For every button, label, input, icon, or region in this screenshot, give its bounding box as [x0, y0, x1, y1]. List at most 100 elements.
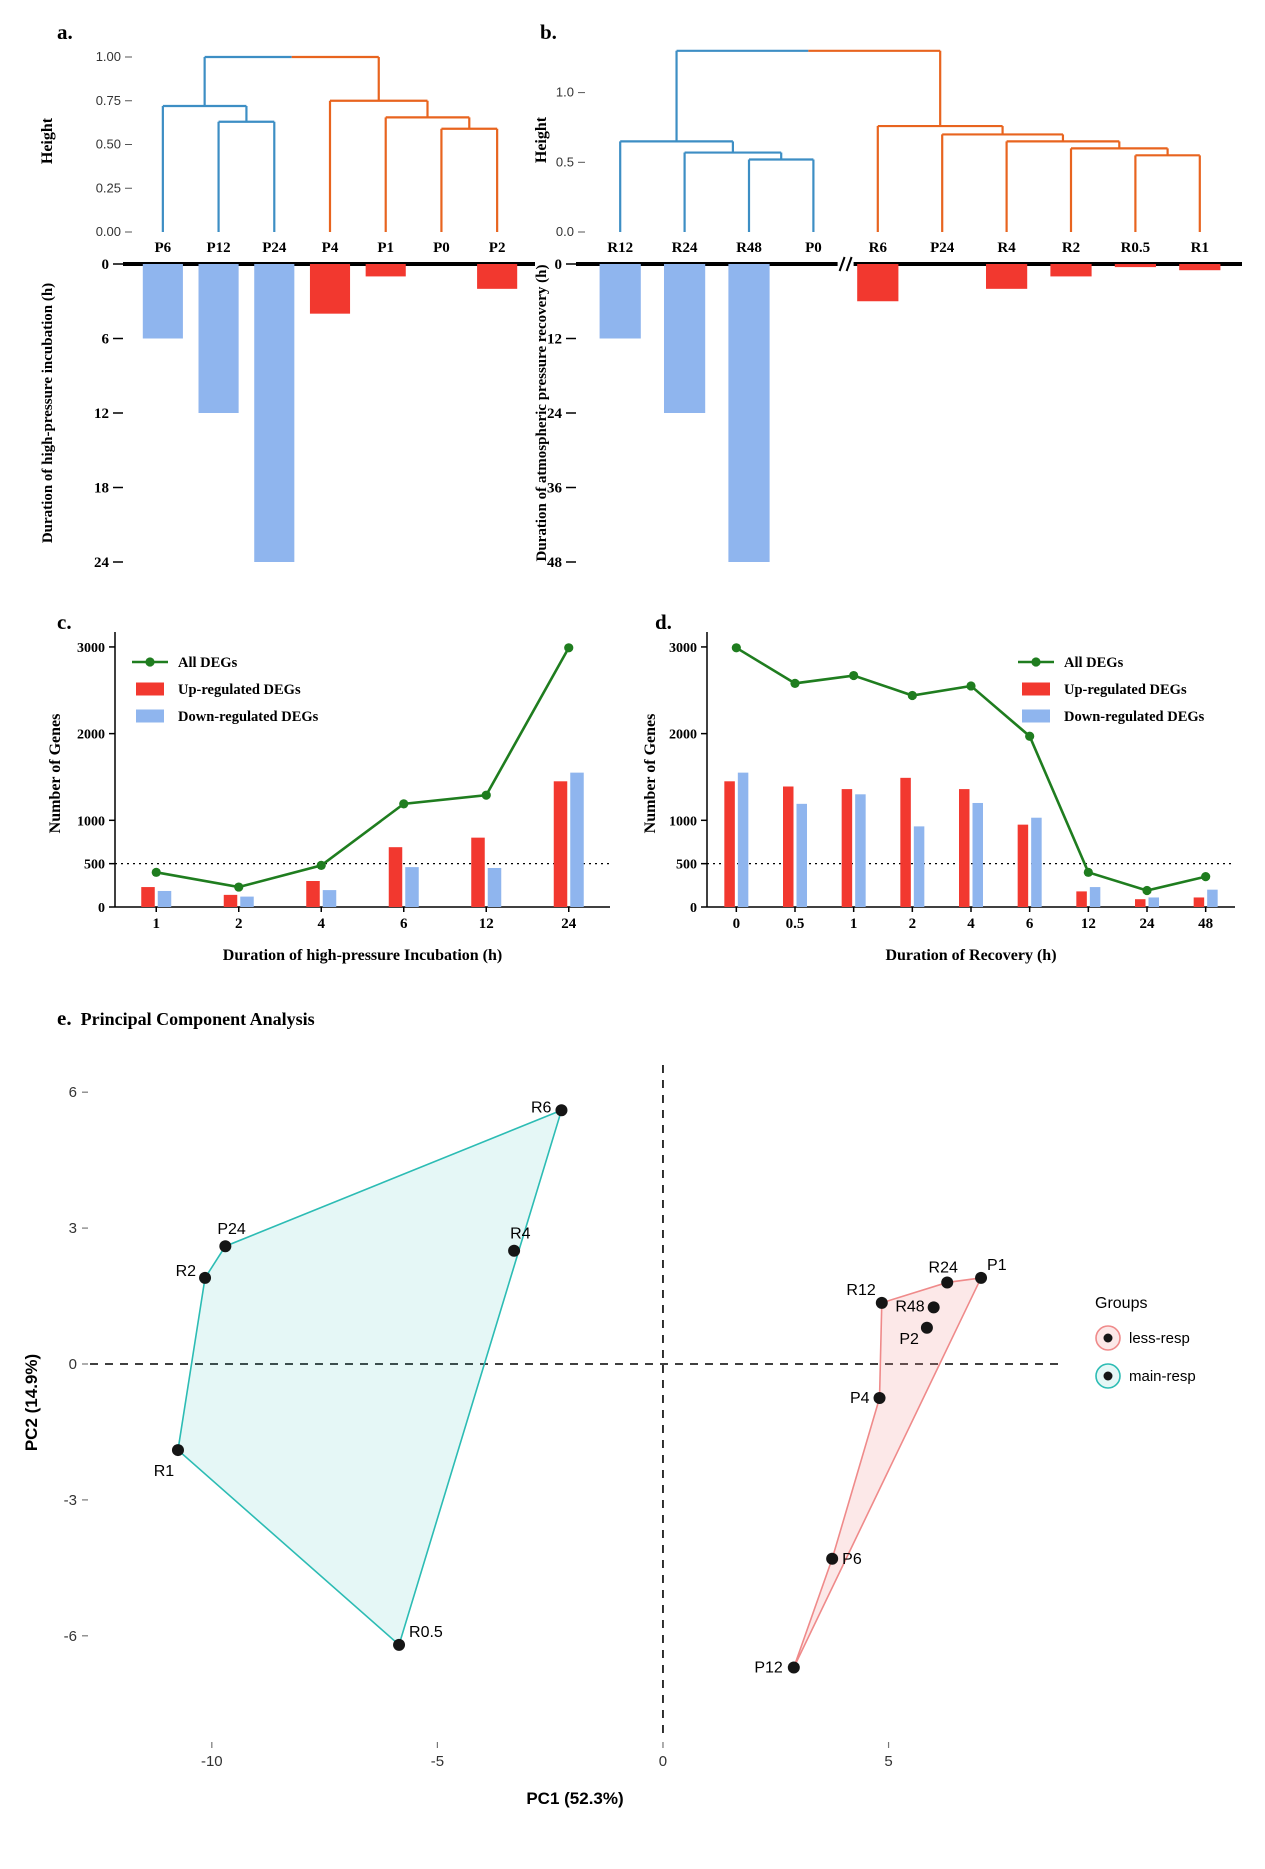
down-degs-bar-6 — [405, 867, 419, 907]
height-tick-label: 1.0 — [556, 85, 574, 100]
duration-tick-label: 48 — [547, 555, 562, 571]
legend-label-main-resp: main-resp — [1129, 1368, 1196, 1385]
all-degs-point-12 — [481, 790, 491, 800]
y-axis-title: PC2 (14.9%) — [22, 1354, 41, 1451]
sample-point-R2 — [199, 1271, 212, 1284]
down-degs-bar-1 — [157, 890, 172, 907]
panel-e-title: Principal Component Analysis — [80, 1009, 315, 1029]
x-tick-label: 4 — [967, 916, 975, 932]
up-degs-bar-1 — [841, 789, 853, 907]
down-degs-bar-0.5 — [796, 803, 807, 907]
sample-point-R48 — [927, 1301, 940, 1314]
axis-break-slash — [845, 256, 853, 272]
all-degs-point-24 — [564, 643, 574, 653]
up-degs-bar-12 — [1076, 891, 1087, 907]
x-tick-label: 1 — [850, 916, 858, 932]
sample-point-R12 — [875, 1296, 888, 1309]
all-degs-point-4 — [966, 681, 976, 691]
x-tick-label: 4 — [318, 916, 326, 932]
duration-bar-R4 — [985, 264, 1028, 289]
x-tick-label: 1 — [153, 916, 161, 932]
all-degs-point-48 — [1201, 872, 1211, 882]
legend-up-key — [1022, 682, 1050, 696]
sample-label-P2: P2 — [899, 1331, 919, 1348]
height-tick-label: 1.00 — [96, 49, 121, 64]
sample-label-P24: P24 — [217, 1221, 246, 1238]
down-degs-bar-6 — [1031, 817, 1042, 907]
x-tick-label: -5 — [431, 1753, 444, 1770]
duration-bar-P1 — [365, 264, 406, 277]
up-degs-bar-12 — [471, 837, 485, 907]
duration-bar-P24 — [254, 264, 295, 562]
axis-break-slash — [838, 256, 846, 272]
panel-a-label: a. — [57, 20, 73, 44]
legend-label-down: Down-regulated DEGs — [178, 709, 319, 725]
x-tick-label: 24 — [1140, 916, 1156, 932]
all-degs-point-1 — [151, 867, 161, 877]
down-degs-bar-0 — [737, 772, 749, 907]
y-tick-label: 3000 — [669, 641, 697, 656]
x-tick-label: 6 — [1026, 916, 1034, 932]
legend-label-down: Down-regulated DEGs — [1064, 709, 1205, 725]
sample-point-P4 — [873, 1391, 886, 1404]
x-tick-label: 0 — [659, 1753, 667, 1770]
down-degs-bar-4 — [972, 802, 983, 907]
y-tick-label: 500 — [84, 858, 105, 873]
duration-bar-R48 — [728, 264, 770, 562]
x-tick-label: 2 — [909, 916, 917, 932]
x-tick-label: 2 — [235, 916, 243, 932]
x-tick-label: 12 — [479, 916, 494, 932]
sample-point-P24 — [219, 1240, 232, 1253]
height-tick-label: 0.0 — [556, 224, 574, 239]
leaf-label-P6: P6 — [155, 240, 172, 256]
group-hull-main-resp — [177, 1108, 563, 1647]
legend-label-up: Up-regulated DEGs — [178, 682, 301, 698]
all-degs-point-2 — [907, 690, 917, 701]
duration-tick-label: 0 — [555, 257, 563, 273]
panel-e-chart: -10 -5 0 5 -6 -3 0 3 6 P1 R24 R48 R12 P2 P4 P6 P12 R6 R4 P2… — [22, 1065, 1196, 1808]
height-axis-title: Height — [39, 117, 56, 164]
up-degs-bar-2 — [223, 894, 238, 907]
duration-bar-P6 — [142, 264, 183, 339]
x-tick-label: 48 — [1198, 916, 1213, 932]
sample-point-P6 — [826, 1552, 839, 1565]
sample-point-R0.5 — [393, 1638, 406, 1651]
sample-label-R0.5: R0.5 — [409, 1624, 443, 1641]
y-tick-label: 6 — [69, 1084, 77, 1101]
duration-tick-label: 36 — [547, 481, 563, 497]
panel-e-header: e. Principal Component Analysis — [57, 1006, 315, 1031]
x-tick-label: 0 — [733, 916, 741, 932]
sample-point-R24 — [941, 1276, 954, 1289]
leaf-label-P24: P24 — [262, 240, 287, 256]
up-degs-bar-24 — [1135, 899, 1146, 907]
y-tick-label: 3000 — [77, 641, 105, 656]
height-tick-label: 0.00 — [96, 224, 121, 239]
legend-down-key — [1022, 709, 1050, 723]
up-degs-bar-0 — [724, 781, 735, 907]
height-axis-title: Height — [533, 116, 550, 163]
legend-title: Groups — [1095, 1295, 1147, 1312]
down-degs-bar-4 — [322, 890, 337, 907]
legend-down-key — [136, 709, 164, 723]
sample-label-R12: R12 — [846, 1282, 875, 1299]
duration-bar-R1 — [1179, 264, 1221, 271]
leaf-label-P1: P1 — [377, 240, 394, 256]
all-degs-point-2 — [234, 882, 244, 892]
panel-b-label: b. — [540, 20, 557, 44]
leaf-label-R2: R2 — [1062, 240, 1080, 256]
legend-line-point-key — [145, 657, 155, 667]
x-tick-label: 0.5 — [786, 916, 805, 932]
leaf-label-R12: R12 — [607, 240, 633, 256]
sample-label-R2: R2 — [176, 1263, 197, 1280]
sample-point-P2 — [920, 1321, 933, 1334]
panel-b-chart: 0.0 0.5 1.0 Height R12 R24 R48 P0 R6 P24 R4 R2 R0.5 R… — [533, 49, 1242, 571]
x-axis-title: Duration of Recovery (h) — [885, 947, 1056, 964]
leaf-label-R6: R6 — [869, 240, 888, 256]
duration-bar-P12 — [198, 264, 239, 413]
up-degs-bar-48 — [1193, 897, 1205, 907]
y-tick-label: -3 — [64, 1492, 77, 1509]
duration-bar-R12 — [599, 264, 641, 339]
up-degs-bar-6 — [1017, 824, 1029, 907]
leaf-label-R0.5: R0.5 — [1121, 240, 1151, 256]
down-degs-bar-12 — [1089, 887, 1101, 907]
